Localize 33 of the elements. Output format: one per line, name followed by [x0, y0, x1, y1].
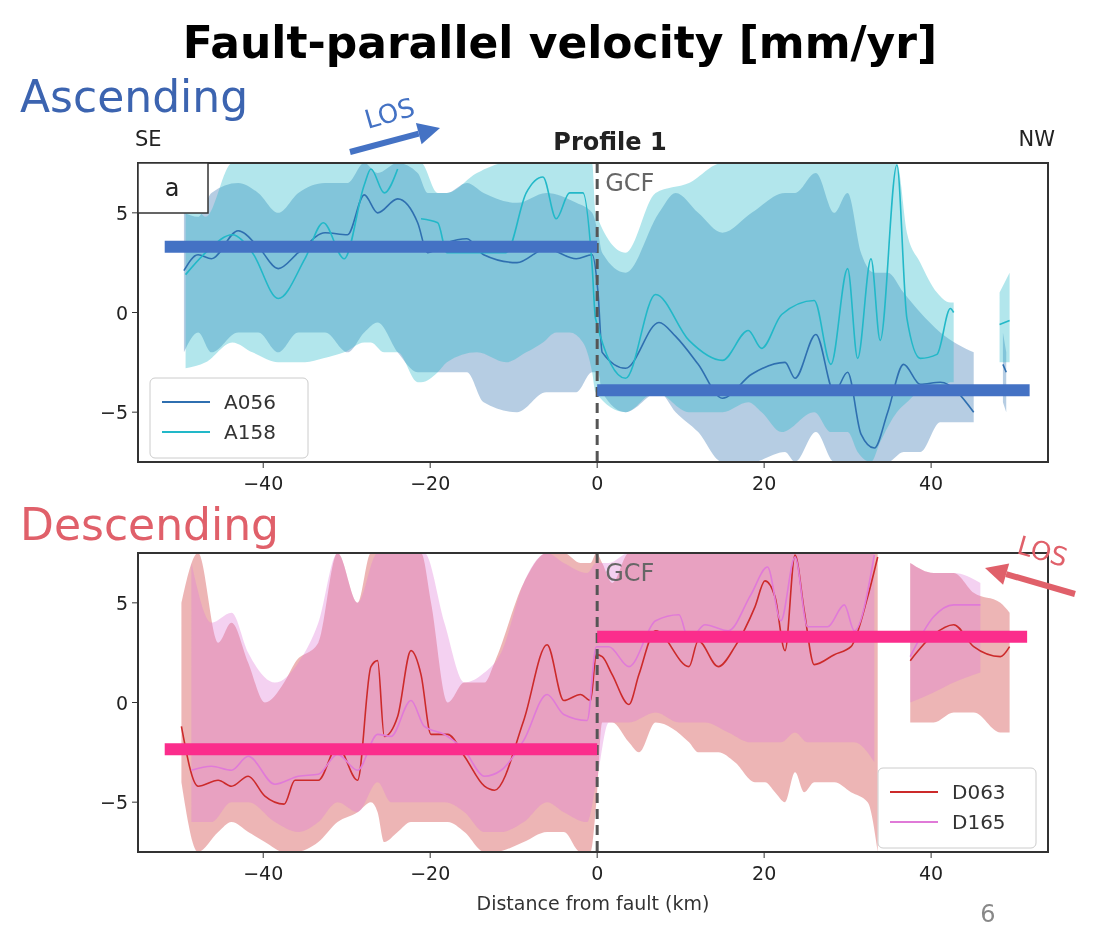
y-tick-label: 0: [115, 691, 128, 714]
text: Ascending: [20, 71, 249, 122]
x-tick-label: −40: [243, 472, 284, 494]
x-tick-label: 0: [591, 862, 604, 884]
x-tick-label: 0: [591, 472, 604, 494]
x-tick-label: 40: [919, 862, 944, 884]
y-tick-label: −5: [99, 401, 128, 424]
text: Descending: [20, 499, 279, 550]
x-tick-label: 40: [919, 472, 944, 494]
y-tick-label: 5: [115, 591, 128, 614]
ref-line-label: GCF: [605, 559, 655, 587]
ref-line-label: GCF: [605, 169, 655, 197]
annotation: LOS: [1014, 529, 1071, 573]
x-tick-label: 20: [752, 472, 777, 494]
y-tick-label: 0: [115, 301, 128, 324]
x-axis-title: Distance from fault (km): [476, 892, 710, 914]
y-tick-label: 5: [115, 201, 128, 224]
text: 6: [980, 900, 996, 928]
legend-label: A158: [224, 420, 276, 444]
y-tick-label: −5: [99, 791, 128, 814]
x-tick-label: −40: [243, 862, 284, 884]
text: LOS: [361, 91, 418, 135]
x-tick-label: −20: [410, 862, 451, 884]
chart-subtitle: Profile 1: [553, 128, 667, 156]
text: NW: [1018, 127, 1056, 151]
x-tick-label: 20: [752, 862, 777, 884]
legend-label: D063: [952, 780, 1006, 804]
legend-label: D165: [952, 810, 1006, 834]
x-tick-label: −20: [410, 472, 451, 494]
legend-label: A056: [224, 390, 276, 414]
annotation: a: [164, 174, 180, 202]
chart-title: Fault-parallel velocity [mm/yr]: [182, 17, 938, 68]
text: SE: [135, 127, 162, 151]
